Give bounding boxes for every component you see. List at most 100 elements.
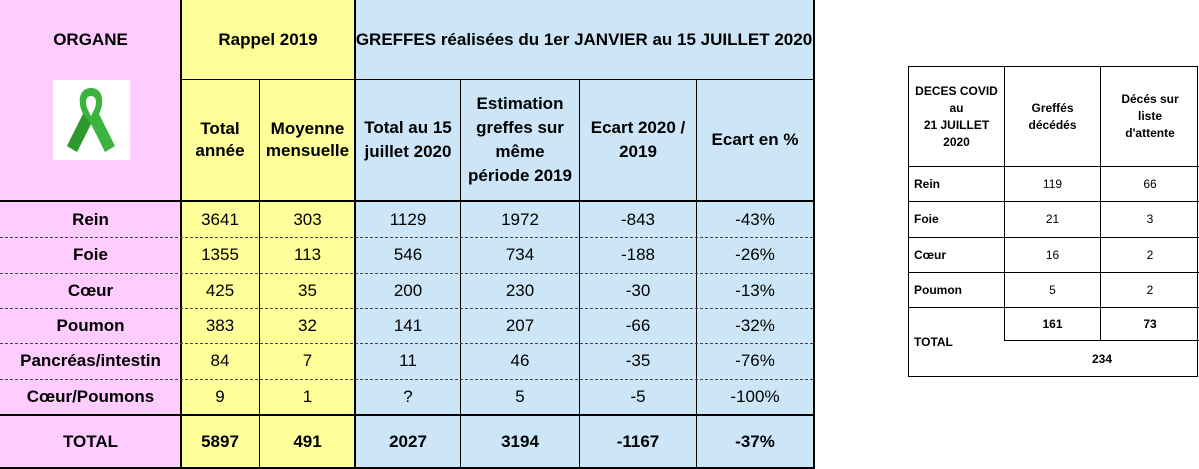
col-divider-ecart-pct	[696, 80, 697, 469]
col-divider-ecart	[579, 80, 580, 469]
covid-row-organe: Poumon	[914, 283, 962, 297]
covid-row-liste: 66	[1143, 177, 1157, 191]
total-label: TOTAL	[62, 431, 119, 451]
covid-row-greffes: 16	[1045, 248, 1060, 262]
header-ecart-pct: Ecart en %	[711, 130, 799, 149]
row-divider-header	[0, 200, 813, 202]
row-organe: Rein	[72, 209, 109, 229]
row-total-annee: 1355	[201, 244, 239, 264]
covid-header-greffes: Greffés décédés	[1005, 67, 1100, 166]
covid-table: DECES COVID au 21 JUILLET 2020 Greffés d…	[908, 66, 1199, 377]
greffes-columns-bg	[355, 0, 813, 469]
header-total-annee: Total année	[181, 80, 259, 200]
row-organe: Foie	[73, 244, 108, 264]
organe-column-bg	[0, 0, 181, 469]
row-ecart: -30	[625, 280, 651, 300]
row-organe: Pancréas/intestin	[20, 350, 161, 370]
row-ecart: -5	[630, 386, 646, 406]
covid-row-divider-1	[909, 201, 1199, 202]
row-moyenne: 32	[298, 315, 317, 335]
covid-row-liste: 2	[1146, 283, 1154, 297]
covid-total-sum: 234	[1091, 351, 1113, 366]
covid-header-greffes-line2: décédés	[1028, 117, 1077, 132]
row-estimation: 1972	[501, 209, 539, 229]
row-divider	[0, 237, 813, 238]
covid-row-divider-total	[1004, 340, 1199, 341]
row-total-annee: 84	[210, 350, 230, 370]
row-total-2020: 200	[393, 280, 423, 300]
row-divider	[0, 379, 813, 380]
header-organe: ORGANE	[53, 30, 128, 49]
col-divider-organe	[180, 0, 182, 469]
row-ecart: -843	[620, 209, 656, 229]
col-divider-rappel	[354, 0, 356, 469]
covid-row-divider-header	[909, 166, 1199, 167]
row-total-2020: ?	[403, 386, 413, 406]
covid-row-greffes: 5	[1049, 283, 1056, 297]
covid-row-divider-3	[909, 272, 1199, 273]
row-estimation: 734	[505, 244, 535, 264]
row-organe: Poumon	[56, 315, 125, 335]
covid-col-divider-1	[1004, 67, 1005, 340]
covid-row-liste: 3	[1146, 212, 1154, 226]
row-total-2020: 546	[393, 244, 423, 264]
total-estimation: 3194	[501, 431, 539, 451]
row-ecart-pct: -32%	[735, 315, 775, 335]
covid-header-deces-line1: DECES COVID	[915, 83, 998, 98]
row-estimation: 46	[510, 350, 530, 370]
header-estimation-line2: greffes sur	[476, 118, 564, 137]
row-estimation: 5	[515, 386, 525, 406]
row-estimation: 230	[505, 280, 535, 300]
ribbon-icon	[53, 80, 130, 160]
header-estimation: Estimation greffes sur même période 2019	[461, 80, 579, 200]
row-total-annee: 9	[215, 386, 225, 406]
header-moyenne-line2: mensuelle	[265, 141, 350, 160]
covid-row-organe: Cœur	[914, 248, 946, 262]
row-moyenne: 113	[293, 244, 322, 264]
header-total-15-line1: Total au 15	[364, 118, 452, 137]
total-ecart: -1167	[616, 431, 660, 451]
row-ecart-pct: -43%	[735, 209, 775, 229]
row-ecart: -35	[625, 350, 651, 370]
covid-row-liste: 2	[1146, 248, 1154, 262]
header-estimation-line3: même	[495, 142, 545, 161]
row-total-2020: 141	[393, 315, 423, 335]
row-moyenne: 7	[302, 350, 313, 370]
row-total-2020: 1129	[389, 209, 427, 229]
rappel-columns-bg	[181, 0, 355, 469]
covid-row-greffes: 119	[1042, 177, 1063, 191]
header-total-annee-line2: année	[195, 141, 245, 160]
covid-row-greffes: 21	[1045, 212, 1060, 226]
covid-total-greffes: 161	[1042, 317, 1063, 331]
row-organe: Cœur	[67, 280, 114, 300]
row-ecart-pct: -76%	[735, 350, 775, 370]
row-ecart: -66	[625, 315, 651, 335]
row-divider-top-header	[181, 79, 813, 80]
row-divider	[0, 308, 813, 309]
row-moyenne: 303	[293, 209, 322, 229]
covid-header-deces: DECES COVID au 21 JUILLET 2020	[909, 67, 1004, 166]
row-moyenne: 35	[298, 280, 317, 300]
covid-row-divider-2	[909, 237, 1199, 238]
row-divider-total	[0, 414, 813, 416]
covid-header-greffes-line1: Greffés	[1031, 100, 1074, 115]
row-total-annee: 3641	[201, 209, 239, 229]
covid-header-liste-line3: d'attente	[1125, 126, 1175, 140]
row-ecart-pct: -26%	[735, 244, 775, 264]
covid-header-liste: Décés sur liste d'attente	[1101, 67, 1199, 166]
row-total-annee: 383	[205, 315, 235, 335]
covid-header-liste-line2: liste	[1137, 109, 1162, 123]
header-estimation-line4: période 2019	[468, 166, 572, 185]
covid-header-liste-line1: Décés sur	[1121, 92, 1179, 106]
header-total-15-juillet: Total au 15 juillet 2020	[356, 80, 460, 200]
row-ecart-pct: -100%	[730, 386, 780, 406]
header-greffes: GREFFES réalisées du 1er JANVIER au 15 J…	[355, 30, 813, 49]
outer-border	[0, 0, 815, 469]
header-moyenne: Moyenne mensuelle	[260, 80, 355, 200]
header-ecart: Ecart 2020 / 2019	[580, 80, 696, 200]
header-moyenne-line1: Moyenne	[270, 119, 345, 138]
row-ecart: -188	[620, 244, 656, 264]
covid-row-organe: Foie	[914, 212, 939, 226]
main-table: ORGANE Rappel 2019 GREFFES réalisées du …	[0, 0, 815, 469]
covid-row-divider-4	[909, 307, 1199, 308]
